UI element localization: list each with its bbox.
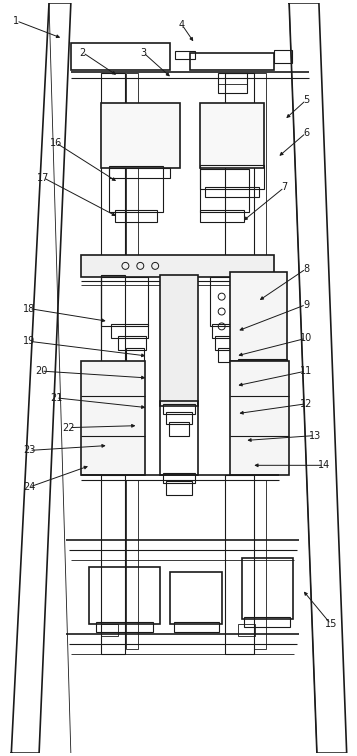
Text: 21: 21 [50, 393, 62, 403]
Bar [109, 168, 170, 178]
Text: 17: 17 [37, 172, 49, 182]
Text: 20: 20 [35, 366, 47, 376]
Bar [89, 566, 160, 624]
Bar [245, 617, 290, 627]
Bar [200, 169, 250, 212]
Text: 3: 3 [140, 48, 146, 57]
Text: 22: 22 [62, 423, 75, 432]
Bar [163, 404, 195, 414]
Text: 24: 24 [23, 482, 35, 492]
Text: 16: 16 [50, 138, 62, 148]
Bar [225, 73, 255, 257]
Bar [166, 412, 192, 423]
Text: 7: 7 [281, 182, 287, 193]
Bar [101, 624, 119, 636]
Bar [237, 359, 287, 371]
Text: 13: 13 [309, 431, 321, 441]
Text: 8: 8 [303, 264, 309, 274]
Text: 18: 18 [23, 304, 35, 314]
Text: 9: 9 [303, 299, 309, 309]
Polygon shape [289, 3, 347, 753]
Bar [215, 336, 255, 350]
Bar [174, 622, 219, 632]
Text: 15: 15 [325, 619, 337, 629]
Bar [109, 166, 163, 212]
Bar [205, 187, 260, 197]
Polygon shape [11, 3, 71, 753]
Text: 23: 23 [23, 445, 35, 455]
Bar [175, 51, 195, 58]
Bar [190, 53, 274, 70]
Bar [169, 422, 189, 435]
Bar [200, 103, 264, 168]
Bar [210, 277, 260, 327]
Bar [200, 210, 245, 222]
Bar [126, 480, 138, 649]
Bar [126, 73, 138, 257]
Bar [111, 324, 148, 339]
Bar [116, 210, 157, 222]
Bar [160, 401, 198, 476]
Bar [71, 42, 170, 70]
Bar [237, 624, 255, 636]
Bar [96, 622, 153, 632]
Bar [247, 381, 287, 396]
Bar [126, 349, 144, 362]
Text: 14: 14 [318, 460, 330, 470]
Bar [242, 369, 287, 383]
Bar [166, 481, 192, 495]
Bar [101, 277, 148, 327]
Bar [255, 73, 266, 257]
Text: 5: 5 [303, 95, 309, 105]
Bar [218, 73, 247, 93]
Text: 12: 12 [300, 399, 312, 409]
Bar [255, 480, 266, 649]
Bar [81, 255, 274, 277]
Text: 10: 10 [300, 333, 312, 343]
Bar [119, 336, 146, 350]
Bar [274, 50, 292, 64]
Bar [230, 272, 287, 361]
Bar [218, 349, 253, 362]
Bar [225, 476, 255, 654]
Text: 6: 6 [303, 128, 309, 138]
Text: 4: 4 [179, 20, 185, 29]
Bar [101, 476, 125, 654]
Text: 1: 1 [13, 16, 19, 26]
Bar [160, 275, 198, 406]
Bar [170, 572, 222, 624]
Text: 11: 11 [300, 366, 312, 376]
Bar [200, 165, 264, 190]
Bar [101, 275, 125, 416]
Bar [241, 558, 293, 619]
Text: 19: 19 [23, 336, 35, 346]
Bar [81, 361, 145, 476]
Bar [230, 361, 289, 476]
Bar [212, 324, 257, 339]
Text: 2: 2 [80, 48, 86, 57]
Bar [163, 473, 195, 483]
Bar [101, 73, 125, 257]
Bar [101, 103, 180, 168]
